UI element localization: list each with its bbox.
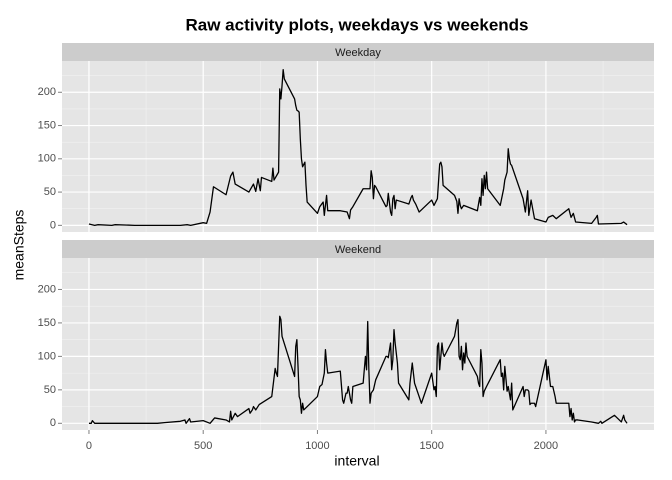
chart-title: Raw activity plots, weekdays vs weekends: [186, 15, 529, 34]
data-line: [88, 315, 628, 424]
y-tick-label: 100: [38, 153, 56, 165]
y-tick-label: 50: [44, 384, 56, 396]
x-tick-label: 2000: [534, 440, 558, 452]
x-tick-label: 1500: [419, 440, 443, 452]
strip-label: Weekday: [335, 47, 381, 59]
y-axis-label: meanSteps: [11, 210, 27, 281]
strip-label: Weekend: [335, 244, 381, 256]
y-tick-label: 0: [50, 219, 56, 231]
y-tick-label: 100: [38, 350, 56, 362]
y-tick-label: 200: [38, 283, 56, 295]
data-line: [88, 69, 628, 226]
x-tick-label: 500: [194, 440, 212, 452]
y-tick-label: 50: [44, 186, 56, 198]
y-tick-label: 200: [38, 86, 56, 98]
strip: [62, 43, 654, 61]
panel: [62, 258, 654, 430]
strip: [62, 240, 654, 258]
y-tick-label: 150: [38, 317, 56, 329]
x-tick-label: 1000: [305, 440, 329, 452]
y-tick-label: 150: [38, 119, 56, 131]
x-tick-label: 0: [86, 440, 92, 452]
y-tick-label: 0: [50, 417, 56, 429]
panel: [62, 61, 654, 232]
x-axis-label: interval: [334, 453, 379, 469]
